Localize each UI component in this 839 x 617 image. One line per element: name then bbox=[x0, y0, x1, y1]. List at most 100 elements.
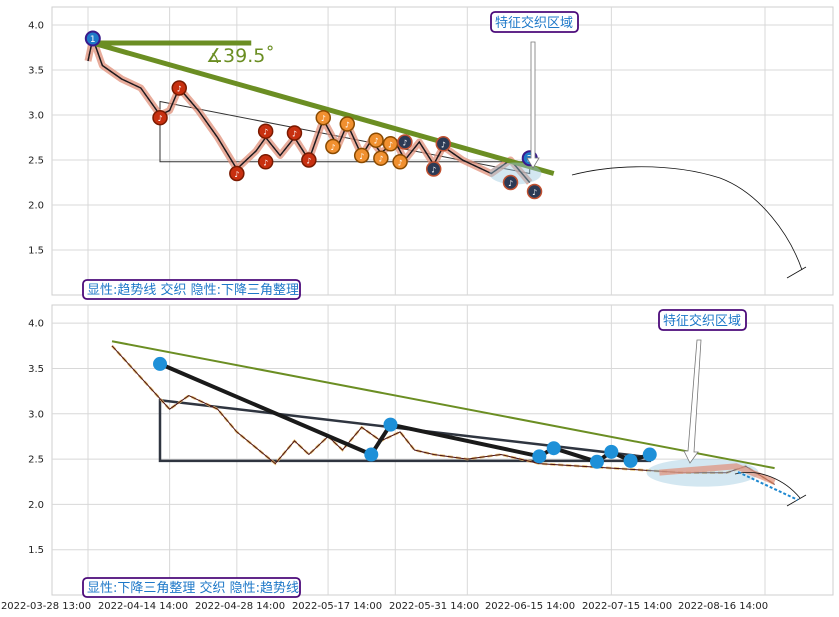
top-interlace-area bbox=[489, 162, 542, 185]
top-marker-note-orange-7: ♪ bbox=[398, 158, 403, 167]
top-marker-red-5 bbox=[286, 125, 303, 141]
bottom-marker-7 bbox=[623, 453, 638, 468]
top-marker-red-3 bbox=[257, 154, 274, 170]
top-marker-orange-1 bbox=[325, 138, 341, 155]
bottom-ytick-label-3: 3.0 bbox=[28, 409, 44, 420]
top-marker-dark-3 bbox=[502, 174, 519, 191]
top-callout-box bbox=[490, 11, 579, 33]
bottom-projection-tick bbox=[786, 494, 807, 507]
bottom-projection-curve bbox=[734, 472, 801, 499]
bottom-chart-marks bbox=[111, 340, 776, 487]
top-chart-marks: ♪♪♪♪♪♪♪♪♪♪♪♪♪♪♪♪♪♪♪♪12 bbox=[84, 30, 555, 200]
bottom-marker-6 bbox=[604, 444, 619, 459]
bottom-badge: 显性:下降三角整理 交织 隐性:趋势线 bbox=[82, 577, 301, 598]
top-ytick-label-1: 2.0 bbox=[28, 201, 44, 212]
bottom-ytick-label-0: 1.5 bbox=[28, 545, 44, 556]
top-marker-red-4 bbox=[257, 123, 274, 139]
top-callout-arrow bbox=[526, 41, 540, 169]
top-ytick-label-4: 3.5 bbox=[28, 66, 44, 77]
top-marker-orange-2 bbox=[339, 116, 356, 132]
top-marker-note-orange-6: ♪ bbox=[388, 140, 393, 149]
bottom-marker-4 bbox=[546, 441, 561, 456]
top-ytick-label-0: 1.5 bbox=[28, 246, 44, 257]
top-panel: 1.5 2.0 2.5 3.0 3.5 4.0 ♪ ♪ ♪ ♪ ♪ ♪ ♪ ♪ ♪ ♪ ♪ ♪ ♪ ♪ ♪ ♪ ♪ ♪ ♪ ♪ 1… bbox=[28, 6, 834, 300]
trend-angle-label: ∡39.5˚ bbox=[206, 45, 275, 67]
top-marker-red-1 bbox=[171, 80, 187, 96]
top-marker-note-dark-4: ♪ bbox=[532, 188, 537, 197]
top-projection-tick bbox=[786, 266, 807, 279]
bottom-gridlines bbox=[52, 305, 833, 595]
bottom-marker-8 bbox=[642, 447, 657, 462]
bottom-ytick-label-1: 2.0 bbox=[28, 500, 44, 511]
top-marker-note-orange-2: ♪ bbox=[345, 121, 350, 130]
top-ytick-label-3: 3.0 bbox=[28, 111, 44, 122]
top-marker-note-red-4: ♪ bbox=[263, 128, 268, 137]
top-marker-orange-5 bbox=[373, 150, 389, 166]
top-marker-orange-7 bbox=[392, 154, 408, 170]
top-marker-orange-4 bbox=[368, 132, 384, 148]
top-marker-note-dark-3: ♪ bbox=[508, 179, 513, 188]
top-marker-dark-0 bbox=[397, 134, 413, 150]
top-marker-note-orange-0: ♪ bbox=[321, 114, 326, 123]
bottom-ytick-label-2: 2.5 bbox=[28, 455, 44, 466]
bottom-callout-arrow bbox=[683, 339, 702, 464]
top-marker-note-red-0: ♪ bbox=[157, 114, 162, 123]
bottom-interlace-band bbox=[659, 463, 776, 485]
bottom-marker-2 bbox=[383, 417, 398, 432]
top-marker-dark-4 bbox=[526, 183, 543, 200]
x-tick-label-2: 2022-04-28 14:00 bbox=[195, 601, 285, 612]
top-marker-dark-1 bbox=[425, 161, 442, 177]
bottom-callout-text: 特征交织区域 bbox=[663, 313, 741, 329]
top-marker-note-red-6: ♪ bbox=[306, 157, 311, 166]
x-tick-label-0: 2022-03-28 13:00 bbox=[1, 601, 91, 612]
bottom-callout: 特征交织区域 bbox=[658, 309, 747, 464]
top-marker-note-red-3: ♪ bbox=[263, 158, 268, 167]
top-marker-note-orange-5: ♪ bbox=[378, 155, 383, 164]
top-marker-note-red-5: ♪ bbox=[292, 130, 297, 139]
top-projection-curve bbox=[571, 166, 803, 271]
top-marker-red-2 bbox=[229, 165, 245, 182]
top-badge: 显性:趋势线 交织 隐性:下降三角整理 bbox=[82, 279, 301, 300]
bottom-marker-5 bbox=[589, 454, 604, 469]
top-marker-dark-2 bbox=[435, 136, 452, 152]
x-tick-label-6: 2022-07-15 14:00 bbox=[582, 601, 672, 612]
bottom-marker-1 bbox=[364, 447, 379, 462]
top-badge-text: 显性:趋势线 交织 隐性:下降三角整理 bbox=[87, 282, 299, 298]
top-marker-note-dark-1: ♪ bbox=[431, 166, 436, 175]
x-tick-label-4: 2022-05-31 14:00 bbox=[389, 601, 479, 612]
bottom-marker-0 bbox=[153, 356, 168, 371]
bottom-marker-3 bbox=[532, 449, 547, 464]
top-marker-red-6 bbox=[301, 152, 317, 168]
top-point-label-0: 1 bbox=[90, 35, 96, 45]
top-marker-note-dark-2: ♪ bbox=[441, 140, 446, 149]
bottom-panel: 1.5 2.0 2.5 3.0 3.5 4.0 显性:下降三角整理 交织 隐性:趋势线 特… bbox=[1, 304, 834, 612]
top-projection-arc bbox=[571, 166, 807, 279]
top-marker-note-orange-1: ♪ bbox=[330, 143, 335, 152]
top-marker-orange-3 bbox=[353, 147, 370, 164]
top-marker-note-orange-3: ♪ bbox=[359, 152, 364, 161]
bottom-trendline bbox=[111, 340, 775, 470]
top-marker-orange-0 bbox=[315, 109, 332, 126]
bottom-badge-text: 显性:下降三角整理 交织 隐性:趋势线 bbox=[87, 580, 299, 596]
top-ytick-label-2: 2.5 bbox=[28, 156, 44, 167]
bottom-projection-arc bbox=[734, 471, 807, 507]
bottom-callout-box bbox=[658, 309, 747, 331]
top-marker-note-red-1: ♪ bbox=[177, 85, 182, 94]
x-axis-ticks: 2022-03-28 13:00 2022-04-14 14:00 2022-04-… bbox=[1, 601, 768, 612]
top-marker-red-0 bbox=[152, 109, 168, 126]
top-marker-note-dark-0: ♪ bbox=[402, 139, 407, 148]
top-trendline bbox=[92, 40, 555, 176]
bottom-ytick-label-4: 3.5 bbox=[28, 364, 44, 375]
x-tick-label-5: 2022-06-15 14:00 bbox=[485, 601, 575, 612]
x-tick-label-7: 2022-08-16 14:00 bbox=[678, 601, 768, 612]
top-y-axis-ticks: 1.5 2.0 2.5 3.0 3.5 4.0 bbox=[28, 21, 44, 257]
bottom-ytick-label-5: 4.0 bbox=[28, 319, 44, 330]
top-badge-box bbox=[82, 279, 301, 300]
top-ytick-label-5: 4.0 bbox=[28, 21, 44, 32]
x-tick-label-1: 2022-04-14 14:00 bbox=[98, 601, 188, 612]
bottom-plot-frame bbox=[51, 304, 834, 596]
top-callout: 特征交织区域 bbox=[490, 11, 579, 169]
top-marker-note-red-2: ♪ bbox=[234, 170, 239, 179]
x-tick-label-3: 2022-05-17 14:00 bbox=[292, 601, 382, 612]
